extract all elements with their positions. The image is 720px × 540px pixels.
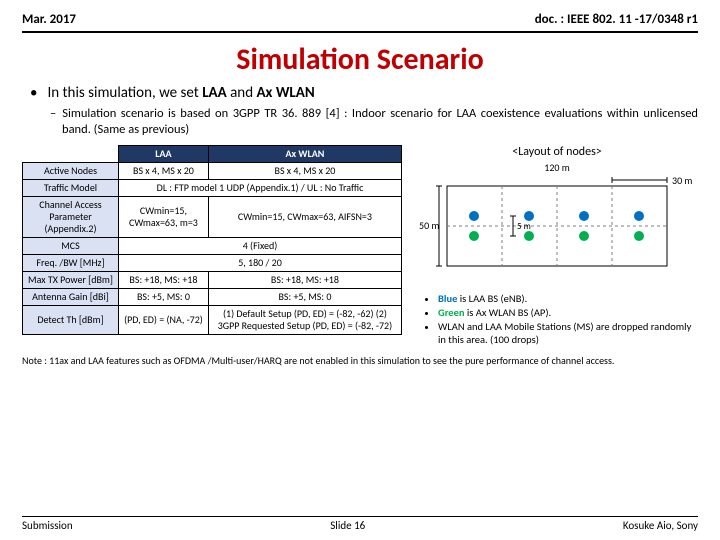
footer: Submission Slide 16 Kosuke Aio, Sony <box>22 516 698 532</box>
cell: 5, 180 / 20 <box>119 255 402 272</box>
cell: BS: +18, MS: +18 <box>119 272 209 289</box>
header: Mar. 2017 doc. : IEEE 802. 11 -17/0348 r… <box>22 12 698 33</box>
cell: BS: +5, MS: 0 <box>208 289 401 306</box>
bullet-mid: and <box>227 84 257 102</box>
footer-mid: Slide 16 <box>330 519 365 532</box>
row-freq: Freq. /BW [MHz] <box>23 255 119 272</box>
cell: BS: +5, MS: 0 <box>119 289 209 306</box>
layout-30m: 30 m <box>672 176 692 187</box>
legend-ms: WLAN and LAA Mobile Stations (MS) are dr… <box>438 320 698 347</box>
cell: BS x 4, MS x 20 <box>208 163 401 180</box>
row-active-nodes: Active Nodes <box>23 163 119 180</box>
layout-width: 120 m <box>416 161 698 174</box>
sub-bullet-text: Simulation scenario is based on 3GPP TR … <box>62 106 698 137</box>
header-doc: doc. : IEEE 802. 11 -17/0348 r1 <box>535 12 698 27</box>
legend-blue: Blue is LAA BS (eNB). <box>438 292 698 306</box>
row-antenna: Antenna Gain [dBi] <box>23 289 119 306</box>
bullet-bold-laa: LAA <box>202 84 227 102</box>
header-date: Mar. 2017 <box>22 12 76 27</box>
layout-50m: 50 m <box>419 219 439 232</box>
row-channel: Channel Access Parameter (Appendix.2) <box>23 197 119 238</box>
row-detect: Detect Th [dBm] <box>23 306 119 335</box>
cell: BS x 4, MS x 20 <box>119 163 209 180</box>
legend-green: Green is Ax WLAN BS (AP). <box>438 306 698 320</box>
cell: (1) Default Setup (PD, ED) = (-82, -62) … <box>208 306 401 335</box>
content-row: LAA Ax WLAN Active NodesBS x 4, MS x 20B… <box>22 145 698 347</box>
page-title: Simulation Scenario <box>22 41 698 78</box>
main-bullet: •In this simulation, we set LAA and Ax W… <box>22 84 698 102</box>
col-ax: Ax WLAN <box>208 146 401 163</box>
bullet-bold-ax: Ax WLAN <box>256 84 314 102</box>
cell: DL : FTP model 1 UDP (Appendix.1) / UL :… <box>119 180 402 197</box>
cell: (PD, ED) = (NA, -72) <box>119 306 209 335</box>
params-table-wrap: LAA Ax WLAN Active NodesBS x 4, MS x 20B… <box>22 145 402 347</box>
layout-title: <Layout of nodes> <box>416 145 698 159</box>
row-traffic: Traffic Model <box>23 180 119 197</box>
legend: Blue is LAA BS (eNB). Green is Ax WLAN B… <box>416 292 698 347</box>
col-laa: LAA <box>119 146 209 163</box>
row-mcs: MCS <box>23 238 119 255</box>
layout-diagram: 50 m 30 m 5 m <box>416 176 698 286</box>
row-txpower: Max TX Power [dBm] <box>23 272 119 289</box>
note: Note : 11ax and LAA features such as OFD… <box>22 355 698 367</box>
params-table: LAA Ax WLAN Active NodesBS x 4, MS x 20B… <box>22 145 402 335</box>
cell: 4 (Fixed) <box>119 238 402 255</box>
layout-panel: <Layout of nodes> 120 m 50 m <box>416 145 698 347</box>
footer-right: Kosuke Aio, Sony <box>623 519 698 532</box>
layout-5m: 5 m <box>517 221 531 232</box>
cell: CWmin=15, CWmax=63, AIFSN=3 <box>208 197 401 238</box>
sub-bullet: –Simulation scenario is based on 3GPP TR… <box>22 106 698 137</box>
footer-left: Submission <box>22 519 73 532</box>
cell: BS: +18, MS: +18 <box>208 272 401 289</box>
cell: CWmin=15, CWmax=63, m=3 <box>119 197 209 238</box>
bullet-text: In this simulation, we set <box>47 84 202 102</box>
